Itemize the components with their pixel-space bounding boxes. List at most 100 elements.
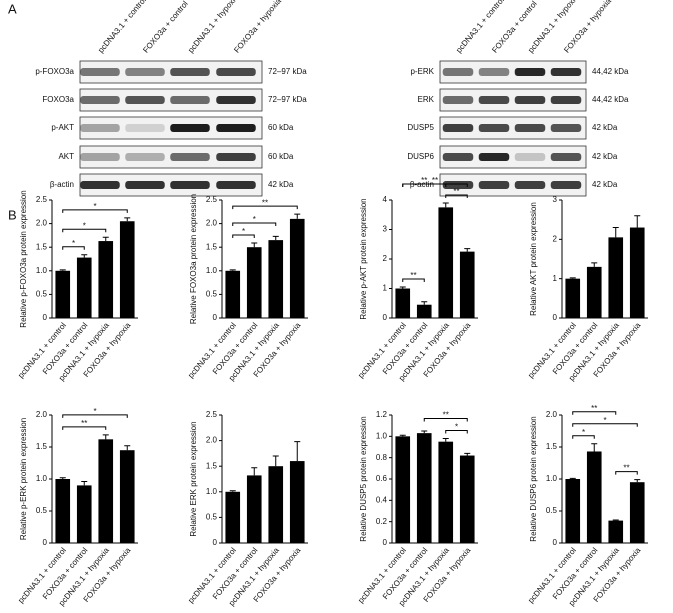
y-axis-label: Relative FOXO3a protein expression [189, 194, 198, 324]
blot-band [550, 181, 582, 189]
panel-label: B [8, 207, 17, 222]
y-tick-label: 0 [553, 313, 558, 322]
bar [246, 475, 262, 543]
y-tick-label: 3 [383, 225, 388, 234]
error-bar [591, 443, 598, 452]
y-tick-label: 2.0 [36, 219, 48, 228]
blot-band [216, 96, 256, 104]
bar [416, 304, 432, 318]
bar [289, 218, 305, 318]
blot-band [170, 68, 210, 76]
y-tick-label: 2.0 [36, 410, 48, 419]
y-tick-label: 0 [43, 538, 48, 547]
blot-band [550, 68, 582, 76]
bar [438, 441, 454, 543]
y-tick-label: 0.4 [376, 495, 388, 504]
bar [459, 251, 475, 318]
bar [225, 270, 241, 318]
blot-band [170, 124, 210, 132]
bar [246, 247, 262, 318]
blot-band [125, 124, 165, 132]
blot-column-label: pcDNA3.1 + control [96, 0, 148, 55]
significance-label: * [83, 221, 86, 230]
blot-column-label: pcDNA3.1 + hypoxia [186, 0, 240, 55]
blot-row-label: AKT [58, 152, 74, 161]
y-axis-label: Relative AKT protein expression [529, 202, 538, 316]
bar [416, 433, 432, 543]
error-bar [229, 490, 236, 492]
significance-bracket [62, 246, 85, 250]
y-axis-label: Relative p-AKT protein expression [359, 198, 368, 319]
y-tick-label: 1.0 [376, 431, 388, 440]
y-tick-label: 0.5 [36, 506, 48, 515]
error-bar [421, 301, 428, 305]
significance-label: * [242, 227, 245, 236]
blot-frame [439, 116, 587, 140]
blot-band [80, 96, 120, 104]
blot-band [125, 153, 165, 161]
blot-band [442, 181, 474, 189]
bar [119, 450, 135, 543]
bar [565, 278, 581, 318]
blot-band [478, 124, 510, 132]
significance-label: * [582, 428, 585, 437]
bar [98, 439, 114, 543]
y-tick-label: 2.0 [206, 219, 218, 228]
blot-band [514, 96, 546, 104]
error-bar [251, 242, 258, 248]
bar [289, 461, 305, 543]
blot-band [550, 153, 582, 161]
bar [459, 455, 475, 543]
y-axis-label: Relative ERK protein expression [189, 421, 198, 536]
bar [586, 266, 602, 318]
y-tick-label: 2.5 [206, 410, 218, 419]
y-tick-label: 1 [383, 284, 388, 293]
blot-band [514, 68, 546, 76]
y-axis-label: Relative DUSP6 protein expression [529, 416, 538, 541]
error-bar [591, 262, 598, 267]
blot-band [442, 68, 474, 76]
blot-band [80, 124, 120, 132]
error-bar [464, 452, 471, 456]
blot-size-label: 42 kDa [592, 180, 618, 189]
y-tick-label: 1 [553, 274, 558, 283]
blot-band [80, 68, 120, 76]
blot-band [478, 153, 510, 161]
blot-band [125, 96, 165, 104]
bar [55, 270, 71, 318]
significance-bracket [232, 234, 255, 238]
significance-label: * [603, 416, 606, 425]
y-tick-label: 0.5 [206, 290, 218, 299]
significance-label: * [93, 202, 96, 211]
error-bar [399, 434, 406, 437]
significance-bracket [572, 411, 617, 415]
error-bar [251, 467, 258, 476]
significance-label: * [455, 423, 458, 432]
y-tick-label: 2 [383, 254, 388, 263]
y-tick-label: 0.5 [206, 513, 218, 522]
significance-label: * [253, 215, 256, 224]
significance-bracket [423, 417, 468, 422]
blot-row-label: p-FOXO3a [35, 67, 74, 76]
significance-bracket [572, 435, 595, 439]
blot-band [216, 153, 256, 161]
error-bar [229, 269, 236, 271]
error-bar [272, 235, 279, 241]
bar [268, 466, 284, 543]
bar [586, 451, 602, 543]
y-tick-label: 1.5 [206, 242, 218, 251]
bar [76, 257, 92, 318]
panel-label: A [8, 1, 17, 16]
y-tick-label: 1.5 [546, 442, 558, 451]
y-tick-label: 1.0 [36, 266, 48, 275]
blot-row-label: β-actin [50, 180, 74, 189]
blot-band [80, 181, 120, 189]
blot-band [170, 153, 210, 161]
significance-label: ** [432, 176, 438, 185]
significance-label: ** [262, 198, 268, 207]
y-tick-label: 0.8 [376, 453, 388, 462]
y-tick-label: 2.0 [546, 410, 558, 419]
significance-label: ** [591, 404, 597, 413]
blot-band [442, 96, 474, 104]
